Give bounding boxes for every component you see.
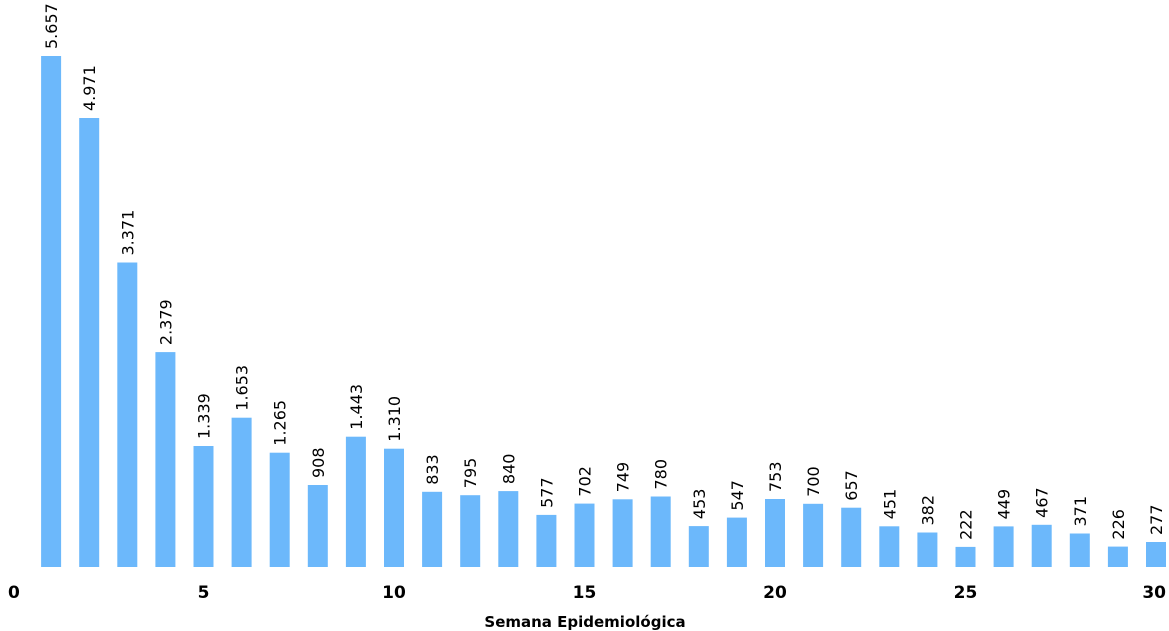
bar-value-label-week-30: 277 (1147, 504, 1166, 535)
bar-week-14 (536, 514, 557, 567)
bar-week-27 (1031, 524, 1052, 567)
bar-week-1 (41, 56, 62, 567)
bar-value-label-week-22: 657 (842, 470, 861, 501)
bar-week-7 (269, 452, 290, 567)
bar-value-label-week-19: 547 (728, 480, 747, 511)
bar-week-9 (345, 436, 366, 567)
bar-week-20 (765, 499, 785, 567)
bar-week-12 (460, 495, 481, 567)
bar-value-label-week-21: 700 (804, 466, 823, 497)
bar-week-2 (79, 118, 100, 567)
bar-value-label-week-12: 795 (461, 458, 480, 489)
bar-week-23 (879, 526, 900, 567)
bar-labels-group: 5.657 4.971 3.371 2.379 1.339 1.653 1.265 908 1.… (42, 3, 1166, 540)
bar-value-label-week-7: 1.265 (271, 400, 290, 446)
bar-value-label-week-18: 453 (690, 489, 709, 520)
bar-week-16 (612, 499, 633, 567)
bar-value-label-week-15: 702 (576, 466, 595, 497)
bar-week-19 (726, 517, 747, 567)
bar-week-25 (955, 546, 976, 567)
bar-week-15 (574, 503, 595, 567)
bar-value-label-week-8: 908 (309, 447, 328, 478)
x-tick-label-0: 0 (8, 583, 20, 603)
bar-value-label-week-14: 577 (537, 477, 556, 508)
bar-week-11 (422, 491, 443, 567)
bar-value-label-week-5: 1.339 (195, 393, 214, 439)
bars-group (41, 56, 1166, 567)
bar-value-label-week-1: 5.657 (42, 3, 61, 49)
bar-week-22 (841, 507, 862, 567)
bar-value-label-week-17: 780 (652, 459, 671, 490)
bar-week-24 (917, 532, 938, 567)
bar-value-label-week-6: 1.653 (233, 365, 252, 411)
bar-week-4 (155, 352, 176, 567)
bar-value-label-week-4: 2.379 (156, 299, 175, 345)
bar-week-28 (1069, 533, 1090, 567)
bar-week-8 (307, 485, 328, 567)
bar-value-label-week-25: 222 (957, 509, 976, 540)
bar-week-13 (498, 491, 519, 567)
x-axis-title: Semana Epidemiológica (484, 613, 685, 631)
x-tick-label-10: 10 (382, 583, 406, 603)
bar-value-label-week-27: 467 (1033, 487, 1052, 518)
bar-week-3 (117, 262, 138, 567)
bar-week-26 (993, 526, 1014, 567)
bar-value-label-week-26: 449 (995, 489, 1014, 520)
x-tick-label-20: 20 (763, 583, 787, 603)
bar-value-label-week-20: 753 (766, 461, 785, 492)
bar-value-label-week-3: 3.371 (118, 210, 137, 256)
bar-value-label-week-2: 4.971 (80, 65, 99, 111)
bar-value-label-week-16: 749 (614, 462, 633, 493)
bar-value-label-week-10: 1.310 (385, 396, 404, 442)
x-tick-label-30: 30 (1142, 583, 1166, 603)
bar-value-label-week-29: 226 (1109, 509, 1128, 540)
bar-value-label-week-11: 833 (423, 454, 442, 485)
bar-week-17 (650, 496, 671, 567)
bar-value-label-week-28: 371 (1071, 496, 1090, 527)
bar-week-10 (384, 448, 404, 567)
bar-week-18 (688, 526, 709, 567)
bar-value-label-week-23: 451 (880, 489, 899, 520)
x-axis-ticks: 0 5 10 15 20 25 30 (8, 583, 1166, 603)
bar-week-21 (803, 503, 824, 567)
bar-value-label-week-9: 1.443 (347, 384, 366, 430)
bar-value-label-week-24: 382 (918, 495, 937, 526)
bar-week-30 (1146, 542, 1166, 567)
x-tick-label-5: 5 (198, 583, 210, 603)
bar-week-5 (193, 446, 214, 567)
x-tick-label-15: 15 (573, 583, 597, 603)
bar-week-6 (231, 417, 252, 567)
bar-week-29 (1107, 546, 1128, 567)
x-tick-label-25: 25 (954, 583, 978, 603)
bar-value-label-week-13: 840 (499, 454, 518, 485)
